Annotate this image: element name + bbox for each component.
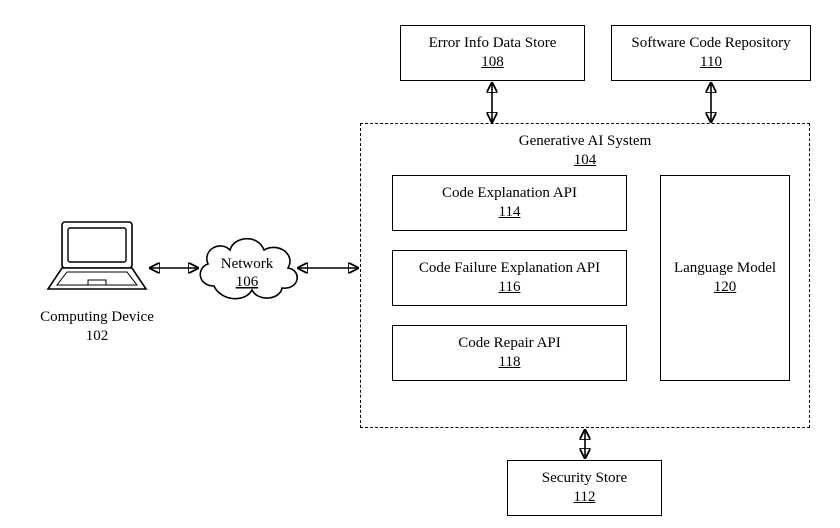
arrows-layer <box>0 0 840 528</box>
diagram-canvas: Error Info Data Store 108 Software Code … <box>0 0 840 528</box>
